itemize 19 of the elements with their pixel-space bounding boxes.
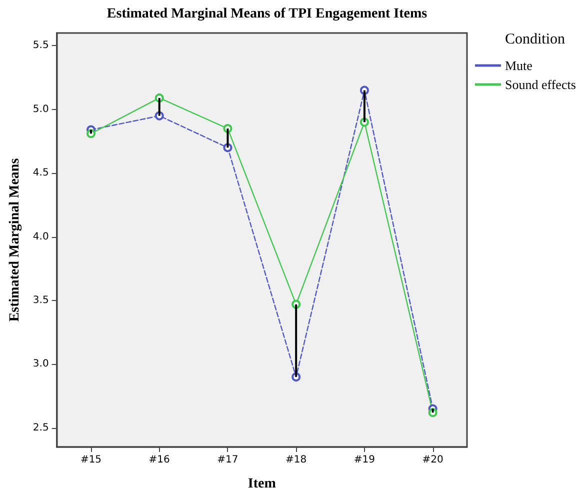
legend-label: Mute [505,58,533,73]
y-tick-label: 2.5 [32,422,49,434]
y-axis-title: Estimated Marginal Means [8,158,22,322]
y-tick-label: 4.5 [32,168,49,179]
x-tick-label: #16 [148,454,170,466]
legend-label: Sound effects [505,77,576,92]
x-tick-label: #17 [217,454,238,466]
x-axis-title: Item [248,476,276,492]
y-tick-label: 5.5 [32,40,49,52]
x-tick-label: #15 [80,454,102,466]
y-tick-label: 5.0 [32,104,49,115]
legend-title: Condition [504,32,566,48]
y-tick-label: 3.5 [32,295,49,306]
x-tick-label: #20 [422,454,444,466]
chart-title: Estimated Marginal Means of TPI Engagement Items [106,6,428,22]
y-tick-label: 4.0 [32,231,49,242]
y-tick-label: 3.0 [32,358,49,370]
x-tick-label: #19 [354,454,376,466]
x-tick-label: #18 [286,454,307,466]
